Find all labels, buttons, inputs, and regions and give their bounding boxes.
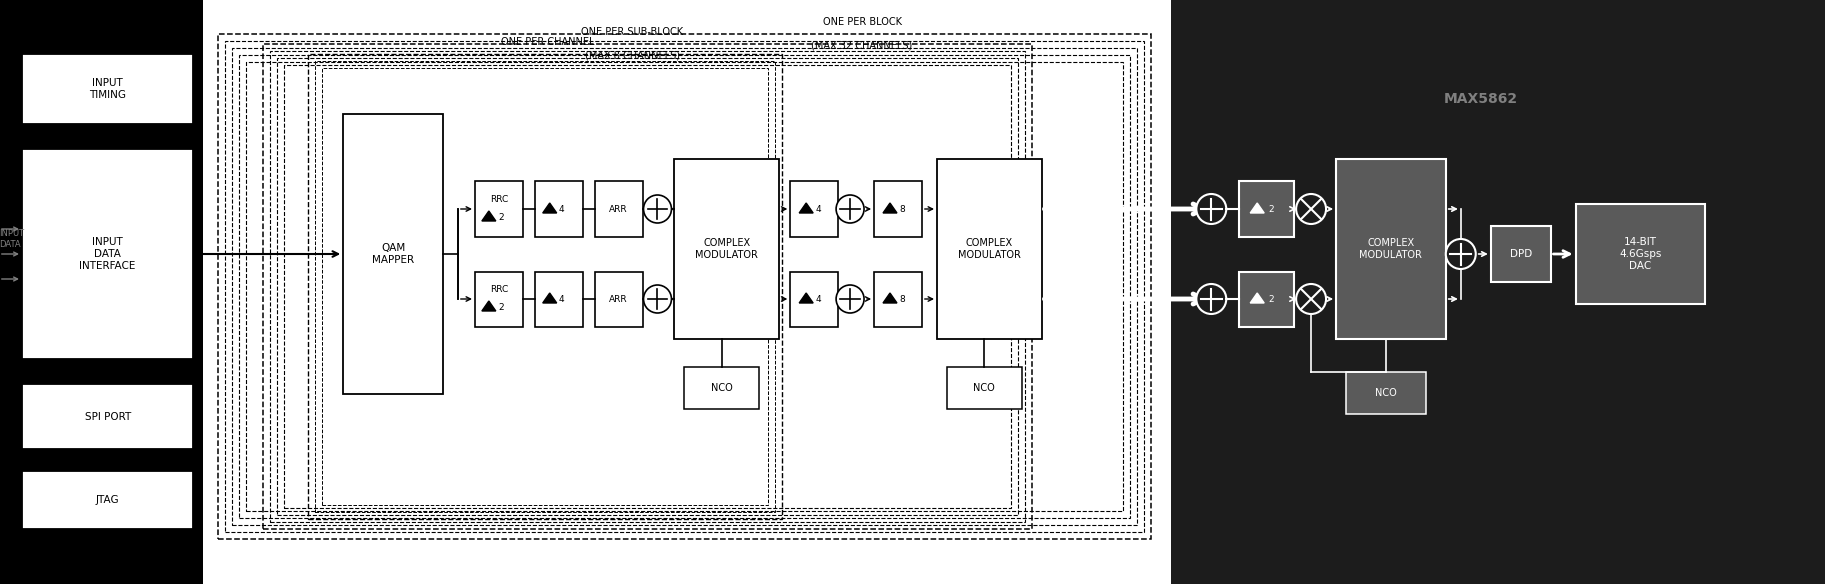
Text: (MAX 8 CHANNELS): (MAX 8 CHANNELS) <box>586 51 681 61</box>
Text: 4: 4 <box>558 204 564 214</box>
Text: 4: 4 <box>558 294 564 304</box>
Bar <box>874 272 922 326</box>
Text: DPD: DPD <box>1509 249 1531 259</box>
Bar <box>263 44 1031 529</box>
Text: INPUT
DATA: INPUT DATA <box>0 230 24 249</box>
Text: 8: 8 <box>900 204 905 214</box>
Polygon shape <box>799 203 814 213</box>
Polygon shape <box>542 293 557 303</box>
Circle shape <box>1296 284 1327 314</box>
Text: NCO: NCO <box>973 383 995 393</box>
Bar <box>323 68 768 505</box>
Bar <box>595 182 642 237</box>
Text: RRC: RRC <box>489 284 507 294</box>
Bar <box>474 272 522 326</box>
Text: COMPLEX
MODULATOR: COMPLEX MODULATOR <box>1360 238 1422 260</box>
Text: NCO: NCO <box>1374 388 1396 398</box>
Bar <box>285 65 1011 508</box>
Bar <box>947 367 1022 409</box>
Text: (MAX 32 CHANNELS): (MAX 32 CHANNELS) <box>812 41 912 51</box>
Circle shape <box>1197 194 1226 224</box>
Text: 2: 2 <box>498 213 504 221</box>
Polygon shape <box>883 203 896 213</box>
Bar <box>22 54 193 124</box>
Circle shape <box>836 195 863 223</box>
Polygon shape <box>1250 293 1265 303</box>
Text: 8: 8 <box>900 294 905 304</box>
Circle shape <box>1197 284 1226 314</box>
Text: 2: 2 <box>1268 294 1274 304</box>
Text: ARR: ARR <box>610 204 628 214</box>
Text: QAM
MAPPER: QAM MAPPER <box>372 243 414 265</box>
Bar <box>1347 372 1425 414</box>
Bar <box>874 182 922 237</box>
Bar <box>316 61 776 512</box>
Text: ARR: ARR <box>610 294 628 304</box>
Text: 4: 4 <box>816 204 821 214</box>
Polygon shape <box>482 211 496 221</box>
Circle shape <box>644 195 672 223</box>
Bar <box>22 149 193 359</box>
Text: 2: 2 <box>1268 204 1274 214</box>
Bar <box>1336 159 1445 339</box>
Bar <box>22 384 193 449</box>
Bar <box>1172 0 1825 584</box>
Text: INPUT
TIMING: INPUT TIMING <box>89 78 126 100</box>
Bar <box>1239 272 1294 326</box>
Bar <box>790 182 838 237</box>
Polygon shape <box>542 203 557 213</box>
Bar <box>343 114 443 394</box>
Text: 4: 4 <box>816 294 821 304</box>
Circle shape <box>1296 194 1327 224</box>
Text: RRC: RRC <box>489 194 507 203</box>
Bar <box>4 0 214 584</box>
Text: 2: 2 <box>498 303 504 311</box>
Bar <box>790 272 838 326</box>
Bar <box>239 55 1130 518</box>
Text: ONE PER SUB-BLOCK: ONE PER SUB-BLOCK <box>582 27 684 37</box>
Circle shape <box>836 285 863 313</box>
Bar <box>246 62 1124 511</box>
Bar <box>675 159 779 339</box>
Text: INPUT
DATA
INTERFACE: INPUT DATA INTERFACE <box>80 238 135 270</box>
Bar <box>684 367 759 409</box>
Polygon shape <box>482 301 496 311</box>
Bar <box>219 34 1152 539</box>
Circle shape <box>644 285 672 313</box>
Text: COMPLEX
MODULATOR: COMPLEX MODULATOR <box>695 238 757 260</box>
Bar <box>595 272 642 326</box>
Bar <box>232 48 1137 525</box>
Text: NCO: NCO <box>712 383 732 393</box>
Text: 14-BIT
4.6Gsps
DAC: 14-BIT 4.6Gsps DAC <box>1619 238 1661 270</box>
Polygon shape <box>799 293 814 303</box>
Polygon shape <box>883 293 896 303</box>
Bar <box>277 58 1018 515</box>
Bar <box>535 182 582 237</box>
Bar <box>270 51 1024 522</box>
Bar <box>22 471 193 529</box>
Bar <box>474 182 522 237</box>
Text: SPI PORT: SPI PORT <box>84 412 131 422</box>
Text: ONE PER BLOCK: ONE PER BLOCK <box>823 17 902 27</box>
Bar <box>308 54 783 519</box>
Text: JTAG: JTAG <box>97 495 119 505</box>
Text: ONE PER CHANNEL: ONE PER CHANNEL <box>502 37 595 47</box>
Bar <box>936 159 1042 339</box>
Bar <box>535 272 582 326</box>
Text: COMPLEX
MODULATOR: COMPLEX MODULATOR <box>958 238 1020 260</box>
Bar <box>1239 182 1294 237</box>
Text: MAX5862: MAX5862 <box>1444 92 1518 106</box>
Bar <box>1491 226 1551 282</box>
Bar <box>203 0 1181 584</box>
Circle shape <box>1445 239 1476 269</box>
Bar <box>1575 204 1705 304</box>
Bar <box>226 41 1144 532</box>
Polygon shape <box>1250 203 1265 213</box>
